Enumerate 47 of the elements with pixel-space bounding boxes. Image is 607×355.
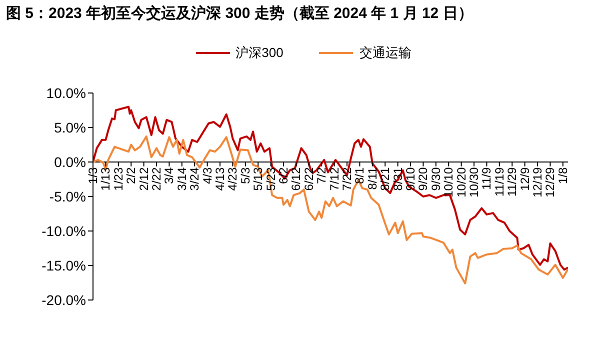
x-tick-label: 2/22 [150, 167, 164, 191]
x-tick-label: 5/23 [264, 167, 278, 191]
x-tick-label: 6/2 [276, 167, 291, 184]
x-tick-label: 12/29 [543, 167, 558, 198]
x-tick-label: 4/3 [200, 167, 214, 184]
x-tick-label: 11/29 [505, 167, 520, 196]
x-tick-label: 1/8 [556, 167, 570, 184]
x-tick-label: 8/1 [352, 167, 367, 184]
x-tick-label: 10/20 [454, 167, 468, 198]
x-tick-label: 5/3 [238, 167, 252, 184]
x-tick-label: 8/31 [390, 167, 405, 191]
x-tick-label: 2/2 [124, 167, 138, 184]
x-tick-label: 3/14 [174, 167, 189, 191]
y-tick-label: -20.0% [42, 292, 86, 308]
y-tick-label: 0.0% [54, 154, 86, 170]
y-tick-label: -5.0% [49, 188, 86, 204]
x-tick-label: 1/23 [111, 167, 126, 191]
x-tick-label: 10/10 [442, 167, 456, 198]
x-tick-label: 3/24 [188, 167, 202, 191]
x-tick-label: 3/4 [162, 167, 176, 184]
x-tick-label: 4/23 [226, 167, 240, 191]
x-tick-label: 1/13 [98, 167, 113, 191]
x-tick-label: 7/22 [340, 167, 354, 191]
x-tick-label: 8/21 [378, 167, 392, 191]
x-tick-label: 12/19 [530, 167, 545, 198]
y-tick-label: 5.0% [54, 119, 86, 136]
x-tick-label: 6/12 [289, 167, 304, 191]
x-tick-label: 10/30 [467, 167, 482, 198]
x-tick-label: 9/30 [428, 167, 443, 191]
y-tick-label: -15.0% [42, 257, 86, 274]
x-tick-label: 9/20 [416, 167, 430, 191]
x-tick-label: 7/12 [327, 167, 342, 191]
y-tick-label: 10.0% [46, 84, 86, 101]
x-tick-label: 5/13 [251, 167, 266, 191]
x-tick-label: 2/12 [136, 167, 151, 191]
x-tick-label: 6/22 [302, 167, 316, 191]
y-tick-label: -10.0% [42, 222, 86, 239]
x-tick-label: 4/13 [213, 167, 228, 191]
x-tick-label: 11/9 [480, 167, 494, 190]
legend-label: 交通运输 [359, 44, 412, 62]
x-tick-label: 12/9 [518, 167, 532, 191]
x-tick-label: 11/19 [492, 167, 506, 196]
x-tick-label: 7/2 [314, 167, 329, 184]
chart-title: 图 5：2023 年初至今交运及沪深 300 走势（截至 2024 年 1 月 12 日） [6, 4, 473, 23]
x-tick-label: 9/10 [404, 167, 418, 191]
x-tick-label: 8/11 [365, 167, 380, 190]
legend-label: 沪深300 [236, 44, 284, 62]
